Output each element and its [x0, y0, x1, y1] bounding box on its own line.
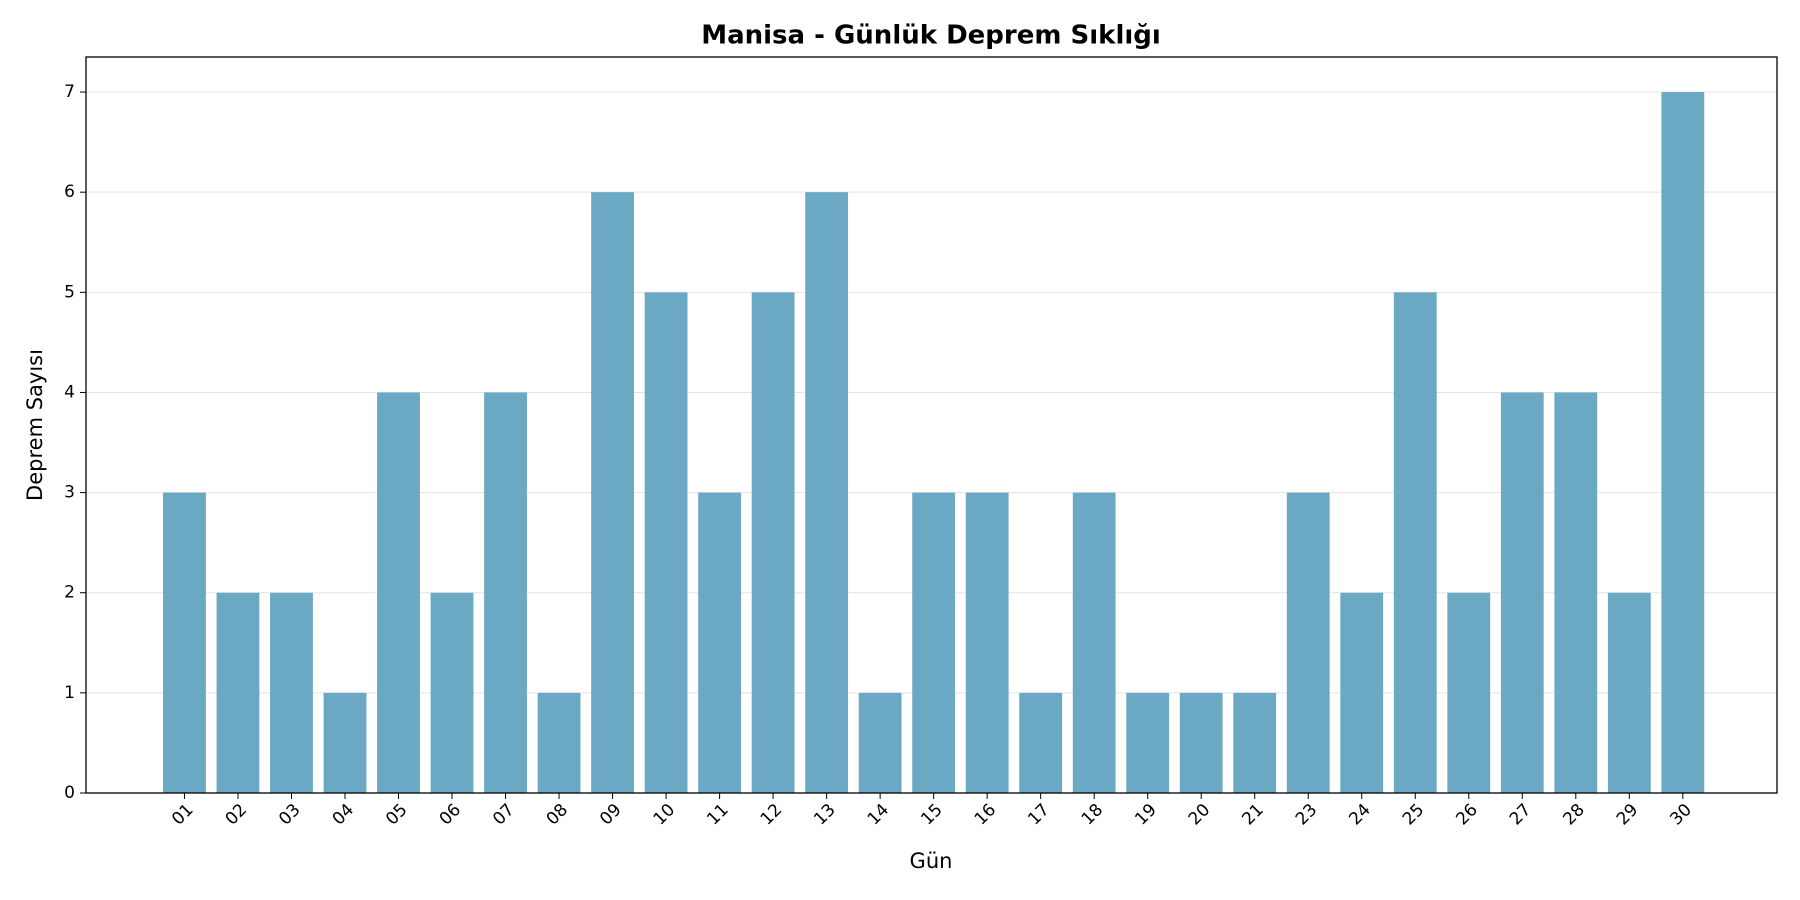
bar — [805, 192, 849, 794]
bar — [1072, 492, 1116, 793]
y-tick-label: 6 — [64, 182, 75, 202]
bar — [430, 592, 474, 793]
bar — [1607, 592, 1651, 793]
bar — [1500, 392, 1544, 793]
y-tick-label: 4 — [64, 382, 75, 402]
chart-title: Manisa - Günlük Deprem Sıklığı — [701, 21, 1161, 51]
y-tick-label: 2 — [64, 583, 75, 603]
bar — [1179, 692, 1223, 793]
y-axis-label: Deprem Sayısı — [23, 349, 47, 501]
bar — [698, 492, 741, 793]
bar — [1661, 92, 1705, 794]
y-tick-label: 7 — [64, 82, 75, 102]
bar — [751, 292, 795, 793]
x-axis-label: Gün — [910, 849, 953, 873]
y-tick-label: 3 — [64, 483, 75, 503]
bar — [1340, 592, 1384, 793]
bar — [323, 692, 367, 793]
bar — [644, 292, 688, 793]
bar — [912, 492, 956, 793]
bar — [270, 592, 313, 793]
bar — [377, 392, 420, 793]
bar — [1393, 292, 1437, 793]
bar — [163, 492, 206, 793]
bar — [1554, 392, 1598, 793]
bar — [1233, 692, 1277, 793]
plot-frame — [85, 56, 1778, 794]
bar — [1447, 592, 1491, 793]
bar — [591, 192, 634, 794]
bar — [484, 392, 527, 793]
bar — [1126, 692, 1170, 793]
bar — [537, 692, 581, 793]
y-tick-label: 0 — [64, 783, 75, 803]
bar — [965, 492, 1009, 793]
bar — [1019, 692, 1063, 793]
bar — [858, 692, 902, 793]
bar — [1286, 492, 1330, 793]
y-tick-label: 1 — [64, 683, 75, 703]
y-tick-label: 5 — [64, 282, 75, 302]
bar — [216, 592, 260, 793]
